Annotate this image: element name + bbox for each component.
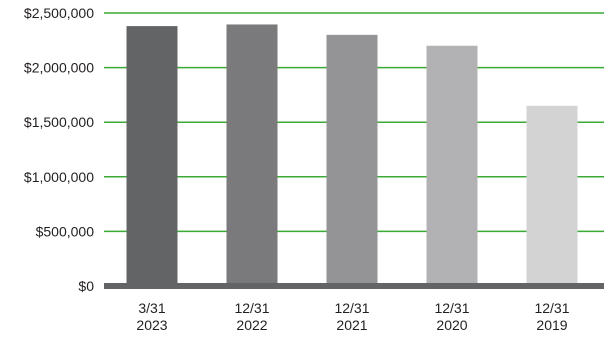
bar [126,26,178,286]
x-tick-label: 12/31 [534,300,569,316]
y-tick-label: $0 [78,278,94,294]
x-tick-label: 2022 [236,317,267,333]
y-tick-label: $2,500,000 [24,5,94,21]
x-tick-label: 2023 [136,317,167,333]
x-tick-label: 3/31 [138,300,165,316]
x-tick-label: 2021 [336,317,367,333]
x-tick-label: 2020 [436,317,467,333]
y-tick-label: $2,000,000 [24,60,94,76]
y-tick-label: $1,000,000 [24,169,94,185]
x-tick-label: 12/31 [234,300,269,316]
x-tick-label: 2019 [536,317,567,333]
x-axis-baseline [104,283,604,289]
bar [226,24,278,286]
y-axis-tick-labels: $0 $500,000 $1,000,000 $1,500,000 $2,000,000… [24,5,94,294]
bars [126,24,578,287]
y-tick-label: $500,000 [36,223,95,239]
x-tick-label: 12/31 [434,300,469,316]
baseline [104,283,604,289]
x-tick-label: 12/31 [334,300,369,316]
bar [426,45,478,287]
y-tick-label: $1,500,000 [24,114,94,130]
x-axis-tick-labels: 3/31202312/31202212/31202112/31202012/31… [136,300,569,333]
bar [526,105,578,286]
bar [326,34,378,287]
